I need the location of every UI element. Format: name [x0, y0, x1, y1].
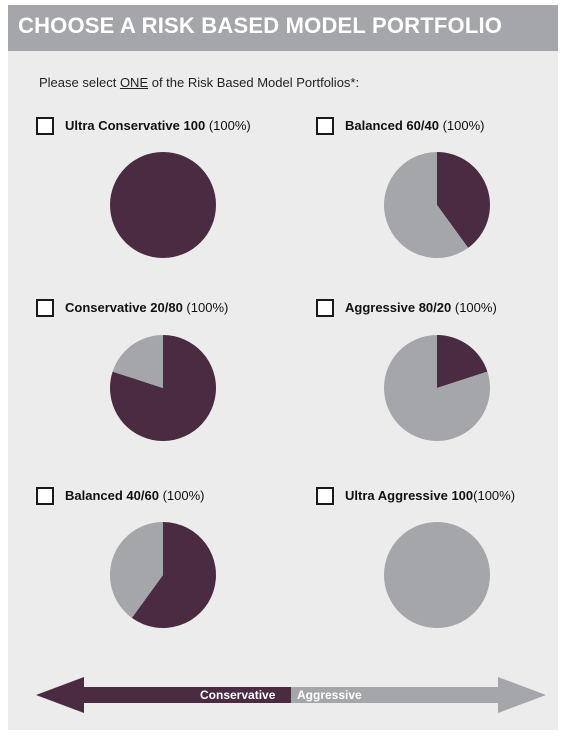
- portfolio-percent: (100%): [186, 300, 229, 315]
- conservative-label: Conservative: [200, 688, 276, 702]
- portfolio-label: Ultra Conservative 100 (100%): [65, 118, 251, 133]
- instruction-after: of the Risk Based Model Portfolios*:: [148, 75, 360, 90]
- pie-slice-conservative: [110, 152, 216, 258]
- pie-slice-conservative: [437, 152, 491, 248]
- portfolio-option-ultra-aggressive-100: Ultra Aggressive 100(100%): [316, 487, 565, 657]
- portfolio-label: Ultra Aggressive 100(100%): [345, 488, 515, 503]
- checkbox-ultra-aggressive-100[interactable]: [316, 487, 334, 505]
- portfolio-name: Aggressive 80/20: [345, 300, 452, 315]
- checkbox-aggressive-80-20[interactable]: [316, 299, 334, 317]
- portfolio-option-ultra-conservative-100: Ultra Conservative 100 (100%): [36, 117, 296, 287]
- pie-slice-aggressive: [112, 335, 163, 388]
- checkbox-conservative-20-80[interactable]: [36, 299, 54, 317]
- pie-slice-conservative: [110, 335, 216, 441]
- portfolio-percent: (100%): [208, 118, 251, 133]
- pie-chart-ultra-aggressive-100: [384, 522, 490, 628]
- pie-slice-aggressive: [384, 522, 490, 628]
- portfolio-percent: (100%): [473, 488, 516, 503]
- pie-slice-conservative: [131, 522, 216, 628]
- instruction-emphasis: ONE: [119, 75, 149, 90]
- portfolio-label: Balanced 60/40 (100%): [345, 118, 485, 133]
- portfolio-percent: (100%): [162, 488, 205, 503]
- portfolio-name: Ultra Conservative 100: [65, 118, 206, 133]
- pie-slice-aggressive: [384, 152, 469, 258]
- instruction-text: Please select ONE of the Risk Based Mode…: [39, 75, 359, 90]
- instruction-before: Please select: [39, 75, 120, 90]
- portfolio-option-conservative-20-80: Conservative 20/80 (100%): [36, 299, 296, 469]
- aggressive-arrow: [291, 677, 546, 713]
- portfolio-option-balanced-60-40: Balanced 60/40 (100%): [316, 117, 565, 287]
- pie-chart-conservative-20-80: [110, 335, 216, 441]
- checkbox-balanced-60-40[interactable]: [316, 117, 334, 135]
- page-title: CHOOSE A RISK BASED MODEL PORTFOLIO: [18, 13, 503, 38]
- portfolio-label: Balanced 40/60 (100%): [65, 488, 205, 503]
- risk-scale-arrow: [36, 677, 546, 713]
- risk-scale: Conservative Aggressive: [36, 675, 546, 715]
- checkbox-balanced-40-60[interactable]: [36, 487, 54, 505]
- portfolio-label: Aggressive 80/20 (100%): [345, 300, 497, 315]
- portfolio-label: Conservative 20/80 (100%): [65, 300, 228, 315]
- pie-chart-balanced-40-60: [110, 522, 216, 628]
- pie-chart-aggressive-80-20: [384, 335, 490, 441]
- portfolio-selection-page: CHOOSE A RISK BASED MODEL PORTFOLIO Plea…: [8, 5, 558, 730]
- portfolio-percent: (100%): [454, 300, 497, 315]
- aggressive-label: Aggressive: [297, 688, 362, 702]
- conservative-arrow: [36, 677, 291, 713]
- checkbox-ultra-conservative-100[interactable]: [36, 117, 54, 135]
- pie-slice-aggressive: [384, 335, 490, 441]
- portfolio-percent: (100%): [442, 118, 485, 133]
- pie-slice-aggressive: [110, 522, 163, 618]
- portfolio-name: Balanced 60/40: [345, 118, 439, 133]
- portfolio-option-balanced-40-60: Balanced 40/60 (100%): [36, 487, 296, 657]
- portfolio-option-aggressive-80-20: Aggressive 80/20 (100%): [316, 299, 565, 469]
- pie-chart-ultra-conservative-100: [110, 152, 216, 258]
- portfolio-name: Balanced 40/60: [65, 488, 159, 503]
- portfolio-name: Conservative 20/80: [65, 300, 183, 315]
- pie-slice-conservative: [437, 335, 488, 388]
- header-banner: CHOOSE A RISK BASED MODEL PORTFOLIO: [8, 5, 558, 51]
- pie-chart-balanced-60-40: [384, 152, 491, 258]
- portfolio-name: Ultra Aggressive 100: [345, 488, 474, 503]
